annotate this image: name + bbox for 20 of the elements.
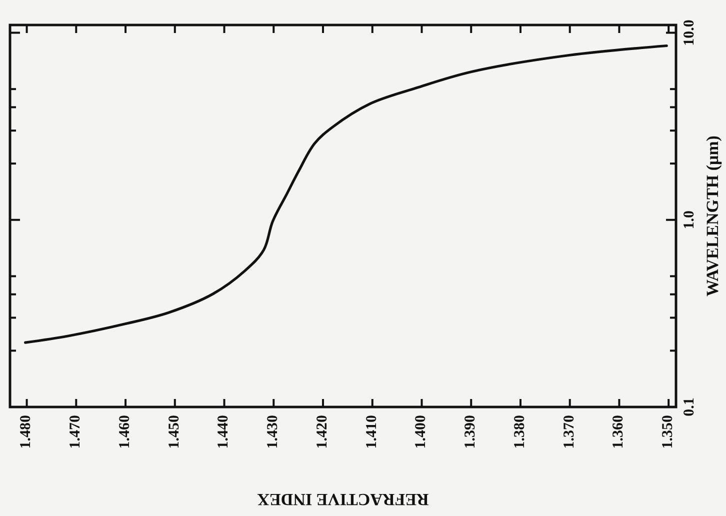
- y-tick-label: 0.1: [681, 398, 698, 416]
- x-tick-label: 1.450: [166, 415, 182, 449]
- x-tick-label: 1.470: [68, 415, 84, 449]
- x-tick-label: 1.420: [314, 415, 330, 449]
- x-tick-label: 1.460: [116, 415, 133, 449]
- x-tick-label: 1.360: [610, 415, 627, 449]
- x-tick-label: 1.350: [660, 415, 676, 449]
- x-tick-label: 1.440: [216, 415, 232, 449]
- x-tick-label: 1.480: [18, 415, 34, 449]
- x-tick-label: 1.370: [561, 415, 578, 449]
- x-tick-label: 1.410: [364, 415, 380, 449]
- x-tick-label: 1.380: [512, 415, 528, 449]
- x-tick-label: 1.390: [462, 415, 479, 449]
- x-axis-title: REFRACTIVE INDEX: [256, 490, 429, 510]
- y-tick-label: 1.0: [681, 210, 698, 230]
- y-tick-label: 10.0: [681, 20, 698, 46]
- y-axis-title: WAVELENGTH (μm): [702, 136, 722, 296]
- x-tick-label: 1.430: [265, 415, 282, 449]
- x-tick-label: 1.400: [413, 415, 430, 449]
- line-series: [24, 44, 668, 344]
